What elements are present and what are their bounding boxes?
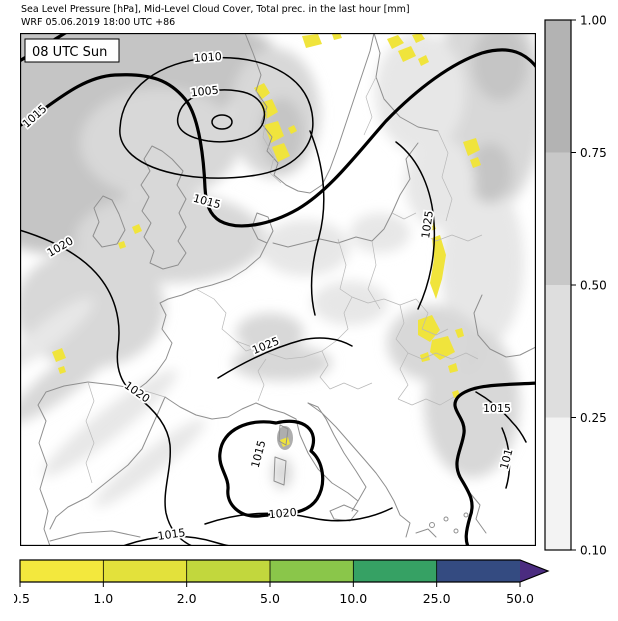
cloud-colorbar-tick-label: 1.00 [580, 14, 607, 28]
cloud-patch [20, 333, 122, 423]
precip-colorbar-segment [186, 560, 270, 582]
cloud-patch [375, 33, 465, 153]
timestamp-label: 08 UTC Sun [32, 45, 107, 60]
precip-colorbar-dividers [102, 560, 438, 582]
cloud-patch [312, 281, 388, 325]
plot-title: Sea Level Pressure [hPa], Mid-Level Clou… [21, 3, 410, 29]
island [463, 512, 469, 518]
cloud-patch [468, 143, 512, 203]
precip-colorbar-tick-label: 50.0 [506, 591, 534, 606]
precip-colorbar: 0.5 1.0 2.0 5.0 10.0 25.0 50.0 [14, 559, 550, 606]
cloud-colorbar-tick-label: 0.50 [580, 279, 607, 293]
precip-colorbar-tick-label: 2.0 [177, 591, 197, 606]
map-panel: 1015 1015 1010 1005 1020 1020 1020 1025 … [20, 33, 536, 546]
border-lines [85, 76, 483, 484]
cloud-patch [272, 457, 292, 489]
coastline-greece-aegean [415, 492, 487, 538]
precip-colorbar-tick-label: 1.0 [93, 591, 113, 606]
cloud-colorbar-segment [545, 285, 571, 418]
cloud-patch [236, 313, 304, 353]
precip-colorbar-tick-label: 25.0 [423, 591, 451, 606]
cloud-patch [440, 178, 524, 348]
timestamp-box: 08 UTC Sun [24, 38, 120, 63]
cloud-colorbar: 1.00 0.75 0.50 0.25 0.10 [544, 14, 607, 558]
contour-label: 1010 [193, 50, 222, 65]
title-line-2: WRF 05.06.2019 18:00 UTC +86 [21, 17, 176, 28]
cloud-colorbar-segment [545, 20, 571, 153]
cloud-patch [405, 138, 475, 228]
coastline-adriatic-east [307, 402, 411, 538]
coastline-sicily [329, 504, 359, 522]
country-borders-layer [85, 76, 483, 484]
precip-colorbar-tick-label: 10.0 [339, 591, 367, 606]
coastline-northsea-channel [137, 242, 268, 390]
contour-label: 1015 [249, 439, 269, 469]
coastline-ireland [92, 195, 126, 248]
coastline-africa [49, 530, 141, 542]
contour-label: 1015 [157, 526, 187, 543]
cloud-patch [232, 345, 332, 381]
isobar-thin [20, 56, 527, 546]
cloud-patch [42, 369, 178, 477]
contour-label: 1020 [268, 506, 297, 521]
cloud-patch [260, 220, 350, 276]
cloud-patch [94, 418, 206, 508]
coastline-scandinavia [244, 33, 375, 194]
contour-label: 1025 [419, 210, 436, 240]
precip-colorbar-frame [19, 559, 550, 583]
cloud-colorbar-tick-label: 0.10 [580, 544, 607, 558]
contour-label: 1005 [190, 84, 219, 100]
cloud-colorbar-tick-label: 0.75 [580, 146, 607, 160]
isobar-low-center [211, 114, 233, 130]
coastline-britain [140, 145, 187, 270]
precip-colorbar-segment [270, 560, 354, 582]
cloud-colorbar-tick-label: 0.25 [580, 411, 607, 425]
cloud-colorbar-segment [545, 417, 571, 550]
contour-label: 1015 [483, 402, 511, 415]
coastline-corsica-sardinia [273, 424, 289, 486]
precip-colorbar-segment [103, 560, 187, 582]
cloud-patch [80, 88, 240, 198]
coastlines-layer [37, 33, 536, 546]
cloud-cover-layer [20, 33, 536, 508]
precip-colorbar-tick-label: 0.5 [14, 591, 30, 606]
contour-label: 101 [498, 447, 516, 471]
coastline-med-france [164, 396, 257, 420]
precip-colorbar-segment [353, 560, 437, 582]
island [443, 516, 449, 522]
precip-colorbar-segment [436, 560, 520, 582]
coastline-italy [255, 402, 367, 512]
map-frame [20, 33, 536, 546]
island [453, 528, 459, 534]
cloud-patch [20, 297, 95, 369]
cloud-colorbar-segment [545, 152, 571, 285]
precip-colorbar-tick-label: 5.0 [260, 591, 280, 606]
title-line-1: Sea Level Pressure [hPa], Mid-Level Clou… [21, 4, 410, 15]
island [429, 522, 435, 528]
coastline-baltic-ne [373, 33, 439, 214]
precip-colorbar-arrow [520, 560, 548, 582]
coastline-blacksea [473, 294, 536, 358]
coastline-baltic-south [272, 212, 393, 248]
precip-colorbar-segment [20, 560, 104, 582]
